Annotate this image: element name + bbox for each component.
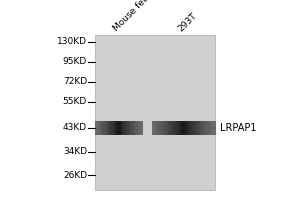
Bar [98, 121, 100, 135]
Bar [213, 121, 215, 135]
Bar [184, 121, 186, 135]
Bar [160, 121, 162, 135]
Bar [123, 121, 125, 135]
Bar [127, 121, 128, 135]
Bar [101, 121, 103, 135]
Bar [207, 121, 209, 135]
Bar [196, 121, 198, 135]
Bar [118, 121, 120, 135]
Bar [120, 121, 121, 135]
Bar [107, 121, 108, 135]
Bar [163, 121, 165, 135]
Bar [182, 121, 184, 135]
Bar [210, 121, 212, 135]
Bar [187, 121, 189, 135]
Bar [100, 121, 101, 135]
Bar [155, 121, 157, 135]
Bar [188, 121, 190, 135]
Bar [206, 121, 208, 135]
Bar [141, 121, 142, 135]
Bar [112, 121, 114, 135]
Bar [112, 121, 113, 135]
Bar [95, 35, 215, 190]
Bar [103, 121, 105, 135]
Bar [109, 121, 111, 135]
Bar [166, 121, 168, 135]
Bar [212, 121, 214, 135]
Text: 130KD: 130KD [57, 38, 87, 46]
Bar [108, 121, 110, 135]
Bar [140, 121, 141, 135]
Text: 293T: 293T [177, 11, 199, 33]
Bar [191, 121, 194, 135]
Bar [97, 121, 99, 135]
Bar [136, 121, 138, 135]
Bar [133, 121, 134, 135]
Bar [158, 121, 160, 135]
Bar [131, 121, 133, 135]
Bar [171, 121, 173, 135]
Bar [174, 121, 176, 135]
Bar [124, 121, 126, 135]
Bar [199, 121, 201, 135]
Text: 55KD: 55KD [63, 98, 87, 106]
Bar [193, 121, 195, 135]
Bar [126, 121, 127, 135]
Bar [139, 121, 140, 135]
Bar [202, 121, 205, 135]
Text: 26KD: 26KD [63, 170, 87, 180]
Bar [161, 121, 164, 135]
Bar [104, 121, 106, 135]
Bar [128, 121, 130, 135]
Bar [137, 121, 139, 135]
Bar [190, 121, 192, 135]
Text: 43KD: 43KD [63, 123, 87, 132]
Bar [204, 121, 206, 135]
Bar [117, 121, 119, 135]
Bar [130, 121, 132, 135]
Bar [121, 121, 122, 135]
Bar [185, 121, 187, 135]
Bar [152, 121, 154, 135]
Bar [194, 121, 196, 135]
Text: 95KD: 95KD [63, 58, 87, 66]
Bar [95, 121, 97, 135]
Text: 72KD: 72KD [63, 77, 87, 86]
Bar [102, 121, 104, 135]
Bar [96, 121, 98, 135]
Bar [180, 121, 182, 135]
Bar [154, 121, 156, 135]
Bar [115, 121, 117, 135]
Text: LRPAP1: LRPAP1 [220, 123, 256, 133]
Bar [201, 121, 203, 135]
Bar [114, 121, 116, 135]
Bar [176, 121, 178, 135]
Bar [157, 121, 159, 135]
Text: 34KD: 34KD [63, 148, 87, 156]
Bar [177, 121, 179, 135]
Bar [165, 121, 167, 135]
Bar [110, 121, 112, 135]
Bar [172, 121, 175, 135]
Bar [168, 121, 170, 135]
Bar [198, 121, 200, 135]
Bar [134, 121, 136, 135]
Text: Mouse fetal kidney: Mouse fetal kidney [112, 0, 179, 33]
Bar [209, 121, 211, 135]
Bar [169, 121, 171, 135]
Bar [116, 121, 118, 135]
Bar [129, 121, 131, 135]
Bar [135, 121, 136, 135]
Bar [179, 121, 181, 135]
Bar [106, 121, 107, 135]
Bar [122, 121, 124, 135]
